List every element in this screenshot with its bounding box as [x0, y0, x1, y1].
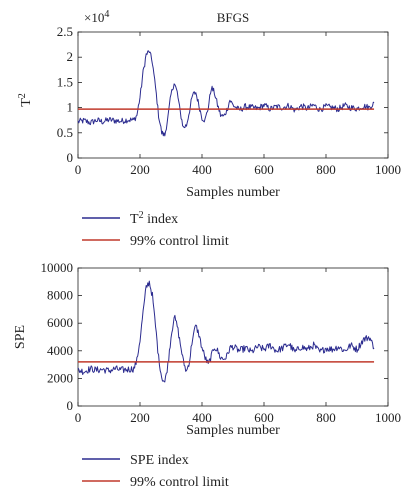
y-ticks: 0 0.5 1 1.5 2 2.5 [57, 24, 388, 165]
y-axis-label-superscript: 2 [17, 93, 28, 98]
legend-label-limit: 99% control limit [130, 475, 229, 490]
legend: SPE index 99% control limit [82, 453, 229, 490]
legend-label-limit: 99% control limit [130, 234, 229, 249]
y-tick-label: 1.5 [57, 74, 73, 89]
x-tick-label: 400 [192, 162, 212, 177]
plot-frame [77, 31, 389, 159]
legend: T2 index 99% control limit [82, 210, 229, 249]
x-tick-label: 1000 [375, 410, 401, 425]
chart-title: BFGS [217, 10, 250, 25]
x-tick-label: 600 [254, 162, 274, 177]
y-tick-label: 10000 [41, 260, 74, 275]
y-tick-label: 4000 [47, 343, 73, 358]
x-tick-label: 800 [316, 162, 336, 177]
x-tick-label: 0 [75, 410, 82, 425]
y-tick-label: 2 [67, 49, 74, 64]
x-tick-label: 600 [254, 410, 274, 425]
x-tick-label: 200 [130, 162, 150, 177]
x-tick-label: 200 [130, 410, 150, 425]
series-line-index [77, 280, 375, 383]
plot-frame [77, 267, 389, 407]
x-ticks: 0 200 400 600 800 1000 [75, 268, 401, 425]
chart-t2: BFGS ×104 0 200 400 600 800 1000 0 0.5 1 1.5 2 2.5… [17, 9, 401, 249]
y-tick-label: 2000 [47, 370, 73, 385]
series-line-index [77, 50, 375, 137]
x-axis-label: Samples number [186, 185, 280, 200]
y-axis-label: SPE [13, 325, 28, 349]
legend-label-series-suffix: index [144, 212, 179, 227]
x-tick-label: 800 [316, 410, 336, 425]
y-multiplier-exponent: 4 [104, 9, 109, 20]
x-axis-label: Samples number [186, 423, 280, 438]
y-tick-label: 0 [67, 398, 74, 413]
chart-spe: 0 200 400 600 800 1000 0 2000 4000 6000 8000 10000… [13, 260, 401, 490]
y-tick-label: 8000 [47, 288, 73, 303]
y-axis-label: T2 [17, 93, 34, 107]
legend-label-series-superscript: 2 [139, 210, 144, 221]
y-tick-label: 0 [67, 150, 74, 165]
x-tick-label: 400 [192, 410, 212, 425]
y-ticks: 0 2000 4000 6000 8000 10000 [41, 260, 388, 413]
legend-label-series: T2 index [130, 210, 178, 227]
plot-area [77, 267, 389, 407]
y-multiplier-label: ×104 [84, 9, 109, 25]
y-tick-label: 6000 [47, 315, 73, 330]
x-tick-label: 0 [75, 162, 82, 177]
x-ticks: 0 200 400 600 800 1000 [75, 32, 401, 177]
x-tick-label: 1000 [375, 162, 401, 177]
y-tick-label: 2.5 [57, 24, 73, 39]
plot-area [77, 31, 389, 159]
y-tick-label: 1 [67, 100, 74, 115]
y-tick-label: 0.5 [57, 125, 73, 140]
legend-label-series: SPE index [130, 453, 189, 468]
